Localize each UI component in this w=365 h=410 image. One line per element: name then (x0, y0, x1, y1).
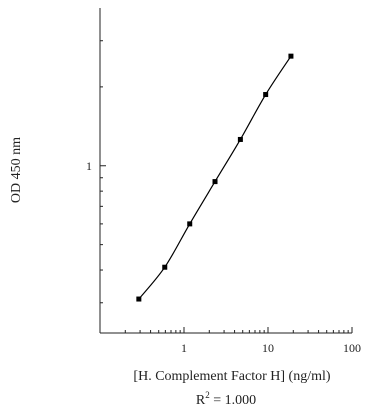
x-tick-label-10: 10 (262, 341, 274, 355)
x-axis-label: [H. Complement Factor H] (ng/ml) (133, 369, 330, 384)
data-point-5 (263, 92, 269, 98)
x-tick-label-1: 1 (181, 341, 187, 355)
y-tick-label-1: 1 (86, 159, 92, 173)
data-point-1 (162, 264, 168, 270)
r-squared-symbol: R (196, 393, 206, 408)
y-axis-label: OD 450 nm (9, 137, 24, 203)
data-point-4 (237, 136, 243, 142)
data-point-6 (288, 53, 294, 59)
r-squared-annotation: R2 = 1.000 (196, 390, 256, 408)
axes (99, 8, 352, 334)
r-squared-value: = 1.000 (210, 393, 256, 408)
data-point-3 (212, 179, 218, 185)
labels: OD 450 nm [H. Complement Factor H] (ng/m… (9, 137, 331, 408)
series (136, 53, 294, 302)
data-point-0 (136, 296, 142, 302)
ticks: 1 10 100 1 (86, 40, 361, 355)
data-point-2 (187, 221, 193, 227)
r-squared-superscript: 2 (205, 390, 210, 400)
x-tick-label-100: 100 (343, 341, 361, 355)
